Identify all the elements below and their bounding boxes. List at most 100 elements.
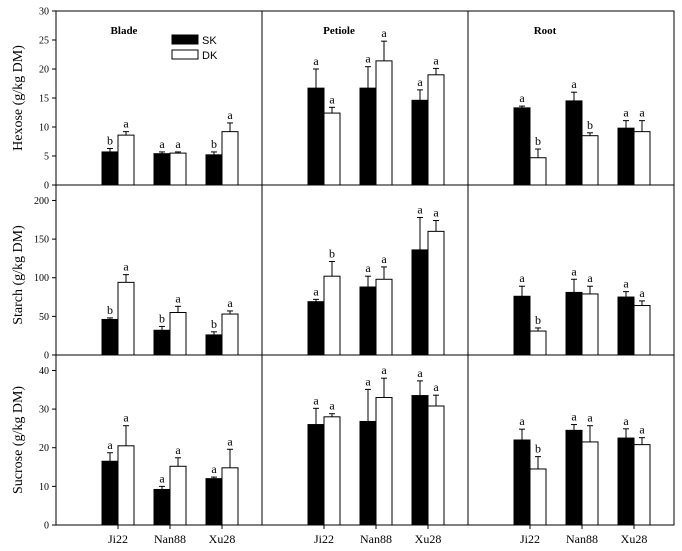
sucrose-petiole-bar-sk-xu28 <box>411 395 429 526</box>
sucrose-blade-ytick-label: 10 <box>39 482 49 493</box>
legend-swatch-dk <box>171 49 199 60</box>
sucrose-blade-bar-sk-ji22 <box>101 460 119 526</box>
hexose-petiole-bar-dk-xu28 <box>427 74 445 186</box>
sucrose-blade-bar-sk-xu28 <box>205 478 223 526</box>
starch-blade-bar-sk-nan88 <box>153 329 171 356</box>
hexose-root-letter-sk-nan88: a <box>571 77 577 91</box>
sucrose-petiole-bar-dk-nan88 <box>375 397 393 526</box>
starch-root-bar-sk-ji22 <box>513 295 531 356</box>
column-title-blade: Blade <box>111 25 138 37</box>
hexose-petiole-letter-dk-nan88: a <box>381 26 387 40</box>
starch-blade-letter-sk-xu28: b <box>211 317 217 331</box>
row-ylabel-sucrose: Sucrose (g/kg DM) <box>11 386 26 494</box>
hexose-petiole-letter-sk-nan88: a <box>365 52 371 66</box>
row-ylabel-hexose: Hexose (g/kg DM) <box>11 45 26 151</box>
hexose-blade-letter-sk-nan88: a <box>159 137 165 151</box>
column-title-root: Root <box>534 25 557 37</box>
sucrose-blade-letter-dk-xu28: a <box>227 434 233 448</box>
hexose-root-letter-dk-xu28: a <box>639 106 645 120</box>
hexose-blade-ytick-label: 15 <box>39 94 49 105</box>
hexose-root-bar-dk-xu28 <box>633 131 651 186</box>
hexose-blade-bar-sk-xu28 <box>205 154 223 186</box>
starch-blade-ytick-label: 150 <box>34 235 49 246</box>
hexose-root-bar-sk-nan88 <box>565 100 583 186</box>
starch-blade-bar-dk-nan88 <box>169 312 187 356</box>
starch-blade-ytick-label: 50 <box>39 312 49 323</box>
sucrose-petiole-xtick-label-xu28: Xu28 <box>415 532 442 546</box>
sucrose-root-xtick-label-ji22: Ji22 <box>520 532 540 546</box>
sucrose-petiole-xtick-label-nan88: Nan88 <box>360 532 392 546</box>
starch-petiole-letter-dk-nan88: a <box>381 252 387 266</box>
legend-label-sk: SK <box>202 35 217 47</box>
starch-blade-ytick-label: 0 <box>44 351 49 362</box>
starch-blade-letter-dk-ji22: a <box>123 260 129 274</box>
hexose-blade-letter-sk-xu28: b <box>211 137 217 151</box>
hexose-petiole-letter-dk-ji22: a <box>329 92 335 106</box>
hexose-blade-bar-dk-nan88 <box>169 152 187 186</box>
sucrose-petiole-xtick-label-ji22: Ji22 <box>314 532 334 546</box>
starch-petiole-letter-sk-xu28: a <box>417 202 423 216</box>
hexose-blade-ytick-label: 0 <box>44 181 49 192</box>
sucrose-root-bar-dk-xu28 <box>633 444 651 526</box>
sucrose-blade-bar-dk-xu28 <box>221 467 239 526</box>
starch-root-bar-dk-nan88 <box>581 293 599 356</box>
hexose-root-letter-dk-ji22: b <box>535 134 541 148</box>
starch-petiole-bar-dk-nan88 <box>375 278 393 356</box>
starch-petiole-letter-sk-nan88: a <box>365 261 371 275</box>
sucrose-root-bar-dk-ji22 <box>529 468 547 526</box>
starch-root-bar-sk-nan88 <box>565 291 583 356</box>
hexose-petiole-bar-sk-ji22 <box>307 87 325 186</box>
sucrose-root-bar-sk-xu28 <box>617 437 635 526</box>
row-ylabel-starch: Starch (g/kg DM) <box>11 225 26 325</box>
starch-root-letter-dk-ji22: b <box>535 313 541 327</box>
hexose-petiole-bar-dk-ji22 <box>323 112 341 186</box>
sucrose-petiole-bar-dk-xu28 <box>427 405 445 526</box>
sucrose-root-bar-sk-nan88 <box>565 429 583 526</box>
sucrose-root-letter-dk-nan88: a <box>587 411 593 425</box>
sucrose-petiole-letter-dk-nan88: a <box>381 363 387 377</box>
sucrose-root-letter-sk-ji22: a <box>519 414 525 428</box>
sucrose-blade-ytick-label: 20 <box>39 443 49 454</box>
sucrose-petiole-letter-sk-ji22: a <box>313 393 319 407</box>
hexose-petiole-bar-sk-xu28 <box>411 99 429 186</box>
hexose-blade-ytick-label: 25 <box>39 36 49 47</box>
sucrose-root-letter-dk-ji22: b <box>535 442 541 456</box>
starch-petiole-bar-dk-xu28 <box>427 230 445 356</box>
hexose-blade-bar-sk-nan88 <box>153 153 171 186</box>
sucrose-blade-xtick-label-nan88: Nan88 <box>154 532 186 546</box>
sucrose-blade-bar-sk-nan88 <box>153 488 171 526</box>
hexose-blade-ytick-label: 5 <box>44 152 49 163</box>
starch-petiole-bar-sk-nan88 <box>359 286 377 356</box>
sucrose-petiole-bar-sk-nan88 <box>359 420 377 526</box>
sucrose-blade-letter-dk-nan88: a <box>175 443 181 457</box>
starch-petiole-letter-sk-ji22: a <box>313 284 319 298</box>
starch-petiole-letter-dk-ji22: b <box>329 247 335 261</box>
sucrose-blade-letter-sk-ji22: a <box>107 438 113 452</box>
sucrose-petiole-bar-dk-ji22 <box>323 416 341 526</box>
starch-petiole-bar-sk-ji22 <box>307 301 325 356</box>
hexose-blade-letter-sk-ji22: b <box>107 133 113 147</box>
sucrose-blade-letter-dk-ji22: a <box>123 411 129 425</box>
sucrose-blade-letter-sk-xu28: a <box>211 462 217 476</box>
hexose-blade-ytick-label: 10 <box>39 123 49 134</box>
hexose-petiole-letter-sk-ji22: a <box>313 54 319 68</box>
starch-root-bar-dk-ji22 <box>529 330 547 356</box>
starch-root-letter-dk-nan88: a <box>587 271 593 285</box>
sucrose-root-bar-dk-nan88 <box>581 441 599 526</box>
starch-blade-bar-dk-xu28 <box>221 313 239 356</box>
starch-root-letter-sk-ji22: a <box>519 271 525 285</box>
hexose-petiole-bar-sk-nan88 <box>359 87 377 186</box>
column-title-petiole: Petiole <box>323 25 355 37</box>
sucrose-root-xtick-label-xu28: Xu28 <box>621 532 648 546</box>
sucrose-blade-ytick-label: 0 <box>44 521 49 532</box>
starch-root-bar-dk-xu28 <box>633 305 651 356</box>
starch-petiole-bar-sk-xu28 <box>411 249 429 356</box>
hexose-root-bar-sk-ji22 <box>513 107 531 186</box>
hexose-blade-bar-sk-ji22 <box>101 151 119 186</box>
sucrose-petiole-letter-sk-xu28: a <box>417 366 423 380</box>
sucrose-blade-bar-dk-nan88 <box>169 465 187 526</box>
sucrose-blade-xtick-label-xu28: Xu28 <box>209 532 236 546</box>
sucrose-petiole-letter-sk-nan88: a <box>365 374 371 388</box>
